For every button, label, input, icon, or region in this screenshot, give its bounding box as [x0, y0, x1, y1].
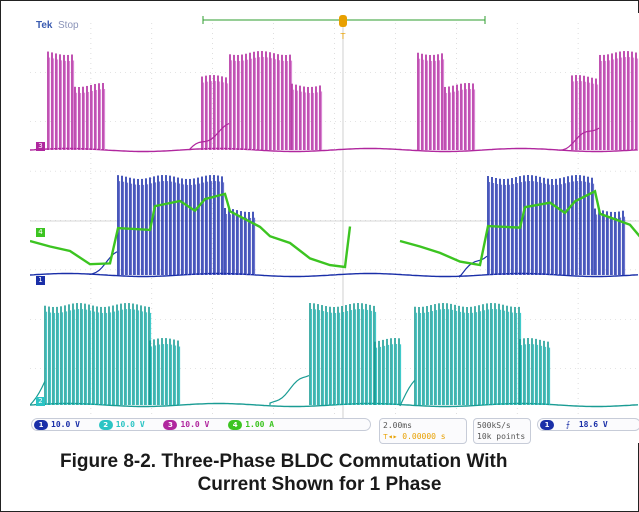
- trigger-t-label: T: [340, 32, 346, 41]
- trigger-source-badge: 1: [540, 419, 554, 430]
- scope-status-bar: 1 10.0 V 2 10.0 V 3 10.0 V 4 1.00 A 2.00ms ⊤…: [30, 418, 639, 444]
- trigger-offset-icon: ⊤◂▸: [383, 432, 403, 441]
- record-length: 10k points: [477, 432, 526, 441]
- ch1-waveform: [30, 175, 639, 279]
- channel-scale-readout[interactable]: 1 10.0 V 2 10.0 V 3 10.0 V 4 1.00 A: [31, 418, 371, 431]
- ch1-scale: 10.0 V: [51, 420, 80, 429]
- ch1-ground-marker[interactable]: 1: [36, 276, 45, 285]
- caption-line-2: Current Shown for 1 Phase: [197, 474, 442, 495]
- time-per-div: 2.00ms: [383, 421, 412, 430]
- waveform-display: T: [30, 15, 639, 418]
- ch3-trace-baseline: [30, 147, 639, 153]
- timebase-readout[interactable]: 2.00ms ⊤◂▸ 0.00000 s: [379, 418, 467, 444]
- ch1-ramp: [459, 255, 488, 279]
- ch4-current-trace: [399, 189, 639, 267]
- trigger-t-marker: [339, 15, 347, 27]
- trigger-readout[interactable]: 1 ⨍ 18.6 V: [537, 418, 639, 431]
- trigger-offset: 0.00000 s: [402, 432, 446, 441]
- ch2-scale: 10.0 V: [115, 420, 145, 429]
- ch4-badge: 4: [228, 419, 243, 430]
- caption-line-1: Figure 8-2. Three-Phase BLDC Commutation…: [60, 451, 508, 472]
- tek-brand-label: Tek: [36, 20, 53, 31]
- ch4-ground-marker[interactable]: 4: [36, 228, 45, 237]
- trigger-position-marker[interactable]: T: [339, 15, 347, 41]
- ch4-scale: 1.00 A: [245, 420, 275, 429]
- rising-edge-icon: ⨍: [565, 420, 570, 429]
- ch1-badge: 1: [34, 419, 48, 430]
- ch3-waveform: [30, 51, 639, 153]
- ch3-badge: 3: [163, 419, 178, 430]
- acquisition-status: Stop: [58, 20, 79, 31]
- ch3-ramp: [189, 123, 230, 150]
- sample-rate: 500kS/s: [477, 421, 511, 430]
- ch4-current-waveform: [30, 189, 639, 269]
- ch3-scale: 10.0 V: [180, 420, 210, 429]
- figure-caption: Figure 8-2. Three-Phase BLDC Commutation…: [0, 450, 639, 496]
- ch3-ramp: [559, 127, 600, 151]
- ch2-waveform: [30, 303, 639, 408]
- trigger-level: 18.6 V: [578, 420, 608, 429]
- oscilloscope-screen: T: [30, 13, 639, 443]
- acquisition-readout[interactable]: 500kS/s 10k points: [473, 418, 531, 444]
- ch2-ramp: [30, 380, 46, 406]
- ch2-ramp: [269, 375, 310, 405]
- ch3-ground-marker[interactable]: 3: [36, 142, 45, 151]
- ch4-current-trace: [30, 192, 352, 269]
- ch2-ramp: [399, 379, 416, 407]
- ch2-badge: 2: [98, 419, 113, 430]
- ch2-ground-marker[interactable]: 2: [36, 397, 45, 406]
